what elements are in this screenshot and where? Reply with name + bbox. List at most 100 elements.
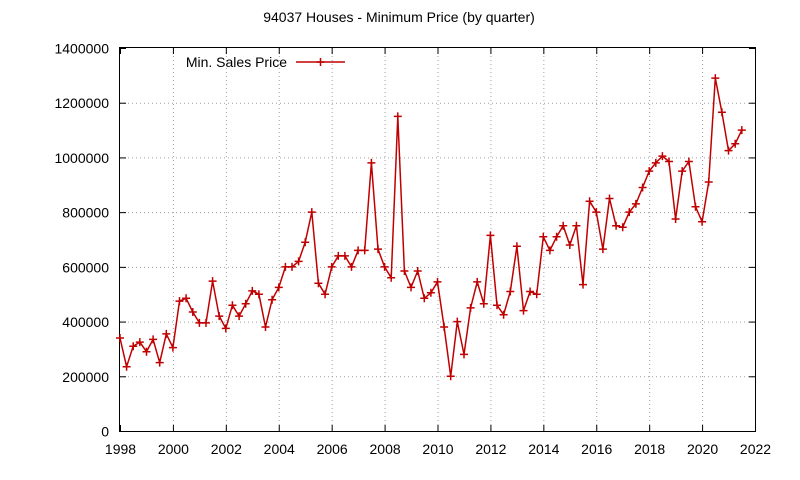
- data-point: [426, 288, 435, 297]
- data-point: [182, 294, 191, 303]
- data-point: [625, 208, 634, 217]
- y-tick-label: 1400000: [54, 41, 109, 57]
- data-point: [698, 217, 707, 226]
- data-point: [241, 299, 250, 308]
- x-tick-label: 1998: [105, 441, 136, 457]
- data-point: [407, 283, 415, 292]
- x-tick-label: 2014: [528, 441, 559, 457]
- y-axis-tick-labels: 0 200000 400000 600000 800000 1000000 1200000 1…: [54, 41, 109, 440]
- data-point: [347, 262, 356, 271]
- data-point: [321, 290, 330, 299]
- data-point: [135, 338, 144, 347]
- data-point: [400, 267, 409, 275]
- data-point: [526, 287, 535, 296]
- x-tick-label: 2000: [158, 441, 189, 457]
- data-point: [466, 303, 475, 312]
- data-point: [162, 329, 171, 338]
- data-point: [506, 287, 515, 296]
- data-point: [215, 312, 224, 321]
- data-point: [433, 277, 442, 286]
- data-point: [288, 262, 296, 271]
- data-point: [585, 197, 594, 206]
- data-point: [651, 158, 660, 167]
- data-point: [592, 208, 601, 217]
- data-point: [499, 310, 508, 319]
- data-point: [559, 221, 568, 230]
- data-point: [149, 335, 158, 344]
- data-point: [479, 299, 488, 308]
- x-tick-label: 2006: [317, 441, 348, 457]
- data-point: [631, 199, 640, 208]
- data-point: [294, 257, 303, 266]
- data-point: [254, 290, 263, 299]
- data-point: [188, 308, 197, 316]
- data-point: [704, 178, 713, 186]
- x-tick-label: 2018: [634, 441, 665, 457]
- data-point: [519, 306, 528, 315]
- x-tick-label: 2020: [687, 441, 718, 457]
- x-tick-label: 2012: [475, 441, 506, 457]
- data-point: [473, 277, 482, 286]
- data-point: [717, 108, 726, 117]
- data-point: [420, 294, 429, 303]
- x-tick-label: 2016: [581, 441, 612, 457]
- y-tick-label: 400000: [62, 314, 109, 330]
- data-point: [453, 317, 462, 326]
- data-point: [142, 347, 151, 356]
- data-point: [301, 238, 310, 247]
- data-point: [129, 342, 138, 351]
- y-tick-label: 200000: [62, 369, 109, 385]
- data-point: [374, 245, 382, 254]
- data-point: [539, 232, 548, 241]
- data-point: [446, 372, 455, 381]
- plot-frame: [119, 47, 756, 432]
- data-point: [327, 262, 336, 271]
- data-point: [261, 323, 270, 331]
- data-point: [208, 277, 217, 286]
- series-line: [119, 77, 743, 378]
- data-point: [512, 242, 521, 251]
- series-min-sales-price: [116, 74, 746, 381]
- data-point: [493, 301, 501, 310]
- data-point: [360, 246, 369, 255]
- data-point: [380, 262, 389, 271]
- data-point: [235, 312, 244, 321]
- data-point: [440, 323, 449, 331]
- x-axis-tick-labels: 1998 2000 2002 2004 2006 2008 2010 2012 2014 2016…: [105, 441, 771, 457]
- data-point: [228, 301, 237, 310]
- data-point: [268, 295, 277, 304]
- data-point: [612, 221, 621, 230]
- data-point: [274, 283, 283, 292]
- data-point: [684, 157, 693, 166]
- data-point: [387, 273, 396, 282]
- data-point: [579, 280, 587, 289]
- data-point: [314, 279, 323, 288]
- data-point: [638, 183, 647, 192]
- data-point: [665, 157, 673, 166]
- data-point: [711, 74, 720, 83]
- data-point: [155, 358, 164, 367]
- data-point: [532, 290, 541, 299]
- grid-lines: [120, 48, 755, 431]
- data-point: [175, 297, 184, 306]
- data-point: [731, 139, 740, 148]
- data-point: [221, 324, 230, 333]
- data-point: [307, 208, 316, 217]
- data-point: [737, 126, 746, 135]
- x-tick-label: 2008: [370, 441, 401, 457]
- axis-ticks: [120, 48, 756, 432]
- data-point: [122, 362, 131, 371]
- y-tick-label: 1200000: [54, 95, 109, 111]
- x-tick-label: 2010: [422, 441, 453, 457]
- data-point: [572, 221, 581, 230]
- x-tick-label: 2022: [740, 441, 771, 457]
- legend-label: Min. Sales Price: [186, 54, 287, 70]
- data-point: [678, 167, 687, 176]
- data-point: [605, 194, 614, 203]
- data-point: [248, 286, 257, 295]
- data-point: [202, 318, 210, 327]
- data-point: [116, 334, 124, 342]
- data-point: [168, 343, 177, 352]
- data-point: [486, 231, 495, 240]
